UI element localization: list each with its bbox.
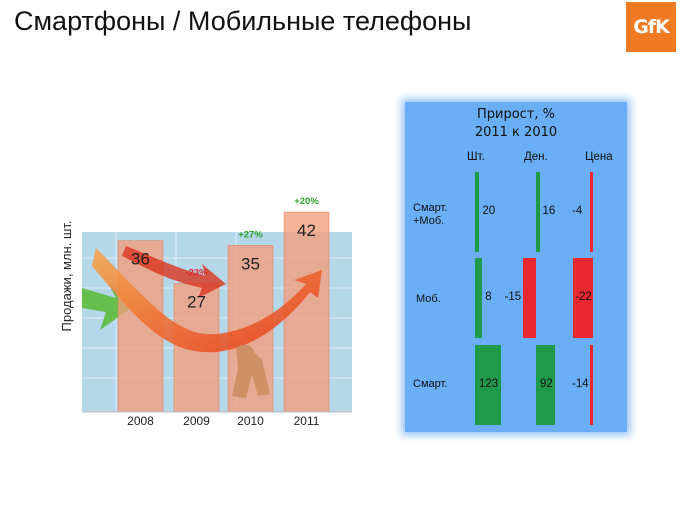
growth-label: -23% [185,267,208,278]
growth-bar [536,172,540,252]
growth-bar [475,345,501,425]
bar-value-label: 35 [241,254,260,273]
x-tick-label: 2010 [237,414,264,428]
row-label-mob: Моб. [416,293,441,305]
growth-bar [573,258,593,338]
growth-value-label: 8 [485,291,492,303]
y-axis-label: Продажи, млн. шт. [59,221,74,332]
growth-panel: Прирост, % 2011 к 2010 Шт. Ден. Цена Сма… [405,102,627,432]
row-label-line1: Смарт. [413,202,448,214]
growth-value-label: -14 [572,378,589,390]
red-arrow-decoration [122,246,226,298]
growth-bar [590,345,593,425]
growth-value-label: 16 [542,205,556,217]
x-tick-label: 2009 [183,414,210,428]
figure-decoration [232,344,270,398]
growth-panel-title: Прирост, % [476,107,556,122]
bar-value-label: 36 [131,250,150,269]
page-title: Смартфоны / Мобильные телефоны [14,6,472,36]
growth-bar [475,258,483,338]
bar-value-label: 27 [187,292,206,311]
growth-value-label: -22 [575,291,592,303]
growth-arrow-decoration [92,248,322,353]
sales-bar-chart: 36 2008 27 2009 -23% 35 2010 +27% 42 2011 +20% Про… [59,196,352,428]
growth-value-label: 123 [479,378,499,390]
growth-label: +20% [294,196,319,207]
row-label-smart-mob: Смарт. +Моб. [413,202,447,228]
growth-value-label: 92 [540,378,553,390]
row-label-line2: +Моб. [413,215,445,227]
growth-bar [590,172,593,252]
column-header-units: Шт. [467,151,485,163]
growth-bar [536,345,556,425]
x-tick-label: 2011 [294,414,320,428]
growth-value-label: -4 [572,205,583,217]
column-header-value: Ден. [524,151,548,163]
growth-bar [475,172,480,252]
bar-value-label: 42 [297,221,316,240]
row-label-smart: Смарт. [413,378,448,390]
growth-value-label: -15 [504,291,522,303]
gfk-logo: GfK [626,2,676,52]
column-header-price: Цена [585,151,613,163]
growth-value-label: 20 [482,205,496,217]
growth-bar [522,258,536,338]
x-tick-label: 2008 [127,414,154,428]
growth-label: +27% [238,229,263,240]
growth-panel-subtitle: 2011 к 2010 [474,125,558,140]
